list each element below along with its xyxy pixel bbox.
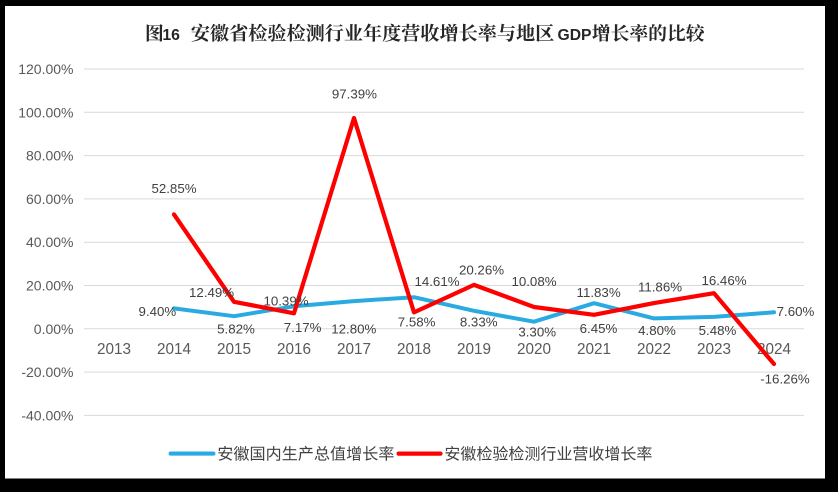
svg-text:2015: 2015 [217, 341, 251, 358]
svg-text:0.00%: 0.00% [34, 321, 74, 337]
svg-text:2018: 2018 [397, 341, 431, 358]
svg-text:10.39%: 10.39% [263, 294, 308, 309]
svg-text:2022: 2022 [637, 341, 671, 358]
svg-text:7.60%: 7.60% [777, 304, 815, 319]
svg-text:7.17%: 7.17% [284, 320, 322, 335]
svg-text:16.46%: 16.46% [701, 273, 746, 288]
svg-text:2017: 2017 [337, 341, 371, 358]
svg-text:5.48%: 5.48% [699, 323, 737, 338]
svg-text:12.80%: 12.80% [331, 322, 376, 337]
svg-text:52.85%: 52.85% [151, 181, 196, 196]
svg-text:8.33%: 8.33% [460, 314, 498, 329]
svg-text:20.26%: 20.26% [459, 262, 504, 277]
svg-text:16: 16 [162, 27, 180, 44]
svg-text:14.61%: 14.61% [414, 274, 459, 289]
svg-text:4.80%: 4.80% [638, 323, 676, 338]
svg-text:-40.00%: -40.00% [21, 407, 73, 423]
svg-text:12.49%: 12.49% [189, 285, 234, 300]
svg-text:100.00%: 100.00% [18, 104, 73, 120]
svg-text:80.00%: 80.00% [26, 148, 73, 164]
svg-text:2014: 2014 [157, 341, 192, 358]
svg-text:2013: 2013 [97, 341, 131, 358]
svg-text:10.08%: 10.08% [511, 274, 556, 289]
svg-text:2019: 2019 [457, 341, 491, 358]
svg-text:40.00%: 40.00% [26, 234, 73, 250]
svg-text:20.00%: 20.00% [26, 278, 73, 294]
svg-text:5.82%: 5.82% [217, 321, 255, 336]
svg-text:2023: 2023 [697, 341, 731, 358]
svg-text:-20.00%: -20.00% [21, 364, 73, 380]
svg-text:120.00%: 120.00% [18, 61, 73, 77]
svg-text:11.86%: 11.86% [638, 279, 682, 294]
svg-text:60.00%: 60.00% [26, 191, 73, 207]
svg-text:GDP: GDP [558, 27, 592, 44]
svg-text:7.58%: 7.58% [398, 314, 436, 329]
svg-text:3.30%: 3.30% [518, 324, 556, 339]
svg-text:2016: 2016 [277, 341, 311, 358]
svg-text:97.39%: 97.39% [332, 86, 377, 101]
svg-text:6.45%: 6.45% [580, 321, 618, 336]
svg-text:2021: 2021 [577, 341, 611, 358]
svg-text:9.40%: 9.40% [139, 304, 177, 319]
svg-text:-16.26%: -16.26% [760, 372, 810, 387]
svg-text:11.83%: 11.83% [577, 285, 621, 300]
svg-text:2020: 2020 [517, 341, 551, 358]
